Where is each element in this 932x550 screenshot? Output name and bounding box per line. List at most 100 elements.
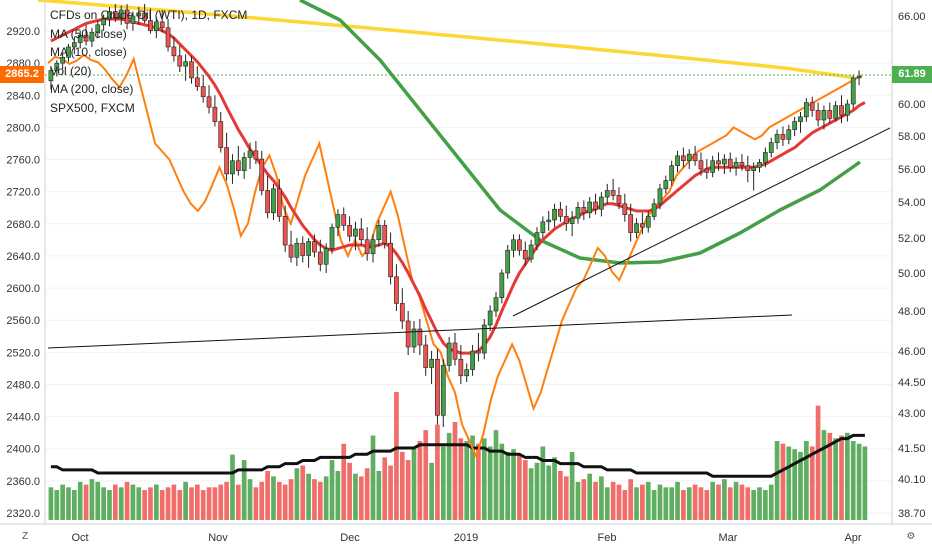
candle-body <box>183 61 188 67</box>
candle-body <box>481 324 487 354</box>
volume-bar <box>733 481 739 520</box>
left-tick-label: 2760.0 <box>6 155 40 167</box>
candle-body <box>405 320 411 348</box>
candle-body <box>189 61 194 79</box>
volume-bar <box>727 487 733 520</box>
volume-bar <box>587 473 593 520</box>
candle-body <box>722 158 727 165</box>
candle-body <box>563 216 569 224</box>
volume-bar <box>159 490 165 520</box>
candle-body <box>411 328 417 348</box>
legend-ma50[interactable]: MA (50, close) <box>50 26 127 41</box>
volume-bar <box>300 465 306 520</box>
candle-body <box>394 276 399 304</box>
left-price-badge: 2865.2 <box>0 66 44 83</box>
right-axis-ticks[interactable]: 66.0062.0060.0058.0056.0054.0052.0050.00… <box>898 11 926 520</box>
volume-bar <box>610 481 616 520</box>
left-axis-ticks[interactable]: 2920.02880.02840.02800.02760.02720.02680… <box>6 26 40 520</box>
volume-bar <box>335 470 341 520</box>
volume-bar <box>194 484 200 520</box>
volume-bar <box>312 479 317 520</box>
legend-spx[interactable]: SPX500, FXCM <box>50 100 135 115</box>
volume-bar <box>218 484 224 520</box>
trendlines[interactable] <box>47 127 891 349</box>
volume-bar <box>804 441 809 520</box>
volume-bar <box>522 460 528 520</box>
candle-body <box>587 201 593 214</box>
legend-ma10[interactable]: MA (10, close) <box>50 45 127 60</box>
volume-bar <box>651 490 657 520</box>
x-tick-label: Oct <box>71 532 88 544</box>
volume-bar <box>200 490 206 520</box>
candle-body <box>282 216 288 246</box>
volume-bar <box>593 481 598 520</box>
candle-body <box>692 153 698 162</box>
candle-body <box>177 55 183 67</box>
candle-body <box>218 121 224 148</box>
volume-bar <box>517 454 522 520</box>
volume-bar <box>452 421 458 520</box>
volume-bar <box>77 481 83 520</box>
trendline-up <box>512 127 891 317</box>
volume-bar <box>48 487 54 520</box>
candle-body <box>669 165 675 181</box>
candle-body <box>382 225 388 244</box>
candle-body <box>751 167 757 171</box>
candle-body <box>136 12 142 17</box>
volume-bar <box>347 462 352 520</box>
volume-bar <box>616 484 622 520</box>
candle-body <box>54 62 60 71</box>
volume-bar <box>399 451 405 520</box>
candle-body <box>101 18 106 26</box>
right-tick-label: 60.00 <box>898 99 926 111</box>
volume-bar <box>429 462 434 520</box>
candle-body <box>710 160 716 173</box>
candle-body <box>470 350 475 370</box>
ma50-path <box>299 0 862 265</box>
candle-body <box>276 188 282 217</box>
x-axis-ticks[interactable]: Oct Nov Dec 2019 Feb Mar Apr <box>71 532 861 544</box>
settings-icon[interactable]: ⚙ <box>906 531 916 542</box>
volume-bar <box>136 487 142 520</box>
x-tick-label: Dec <box>340 532 360 544</box>
volume-bar <box>206 487 212 520</box>
left-tick-label: 2800.0 <box>6 122 40 134</box>
x-tick-label: Mar <box>719 532 738 544</box>
legend-title[interactable]: CFDs on Crude Oil (WTI), 1D, FXCM <box>50 8 248 22</box>
ma50-line <box>299 0 862 265</box>
candle-body <box>112 11 118 18</box>
volume-bar <box>716 484 721 520</box>
candle-body <box>845 103 850 116</box>
volume-bar <box>353 473 358 520</box>
volume-bar <box>364 468 370 520</box>
volume-bar <box>153 484 159 520</box>
candle-body <box>253 150 259 160</box>
volume-bar <box>669 487 675 520</box>
volume-bar <box>622 490 628 520</box>
volume-bar <box>72 490 77 520</box>
candle-body <box>774 134 780 143</box>
legend-ma200[interactable]: MA (200, close) <box>50 82 134 97</box>
volume-bar <box>815 405 821 520</box>
legend-vol[interactable]: Vol (20) <box>50 63 92 78</box>
candle-body <box>429 358 434 368</box>
zoom-reset-button[interactable]: Z <box>21 531 29 542</box>
candle-body <box>651 203 657 217</box>
volume-bar <box>394 392 399 520</box>
volume-bar <box>768 484 774 520</box>
left-tick-label: 2680.0 <box>6 219 40 231</box>
volume-bar <box>827 432 833 520</box>
volume-bar <box>241 460 247 520</box>
candle-body <box>271 188 276 214</box>
volume-bar <box>476 443 481 520</box>
candle-body <box>376 225 382 241</box>
volume-ma-line <box>50 433 865 478</box>
candle-body <box>353 228 358 237</box>
candle-body <box>388 242 393 278</box>
volume-bar <box>628 479 634 520</box>
candle-body <box>118 9 124 18</box>
candle-body <box>657 188 663 205</box>
candle-body <box>839 105 844 116</box>
candle-body <box>124 9 130 24</box>
